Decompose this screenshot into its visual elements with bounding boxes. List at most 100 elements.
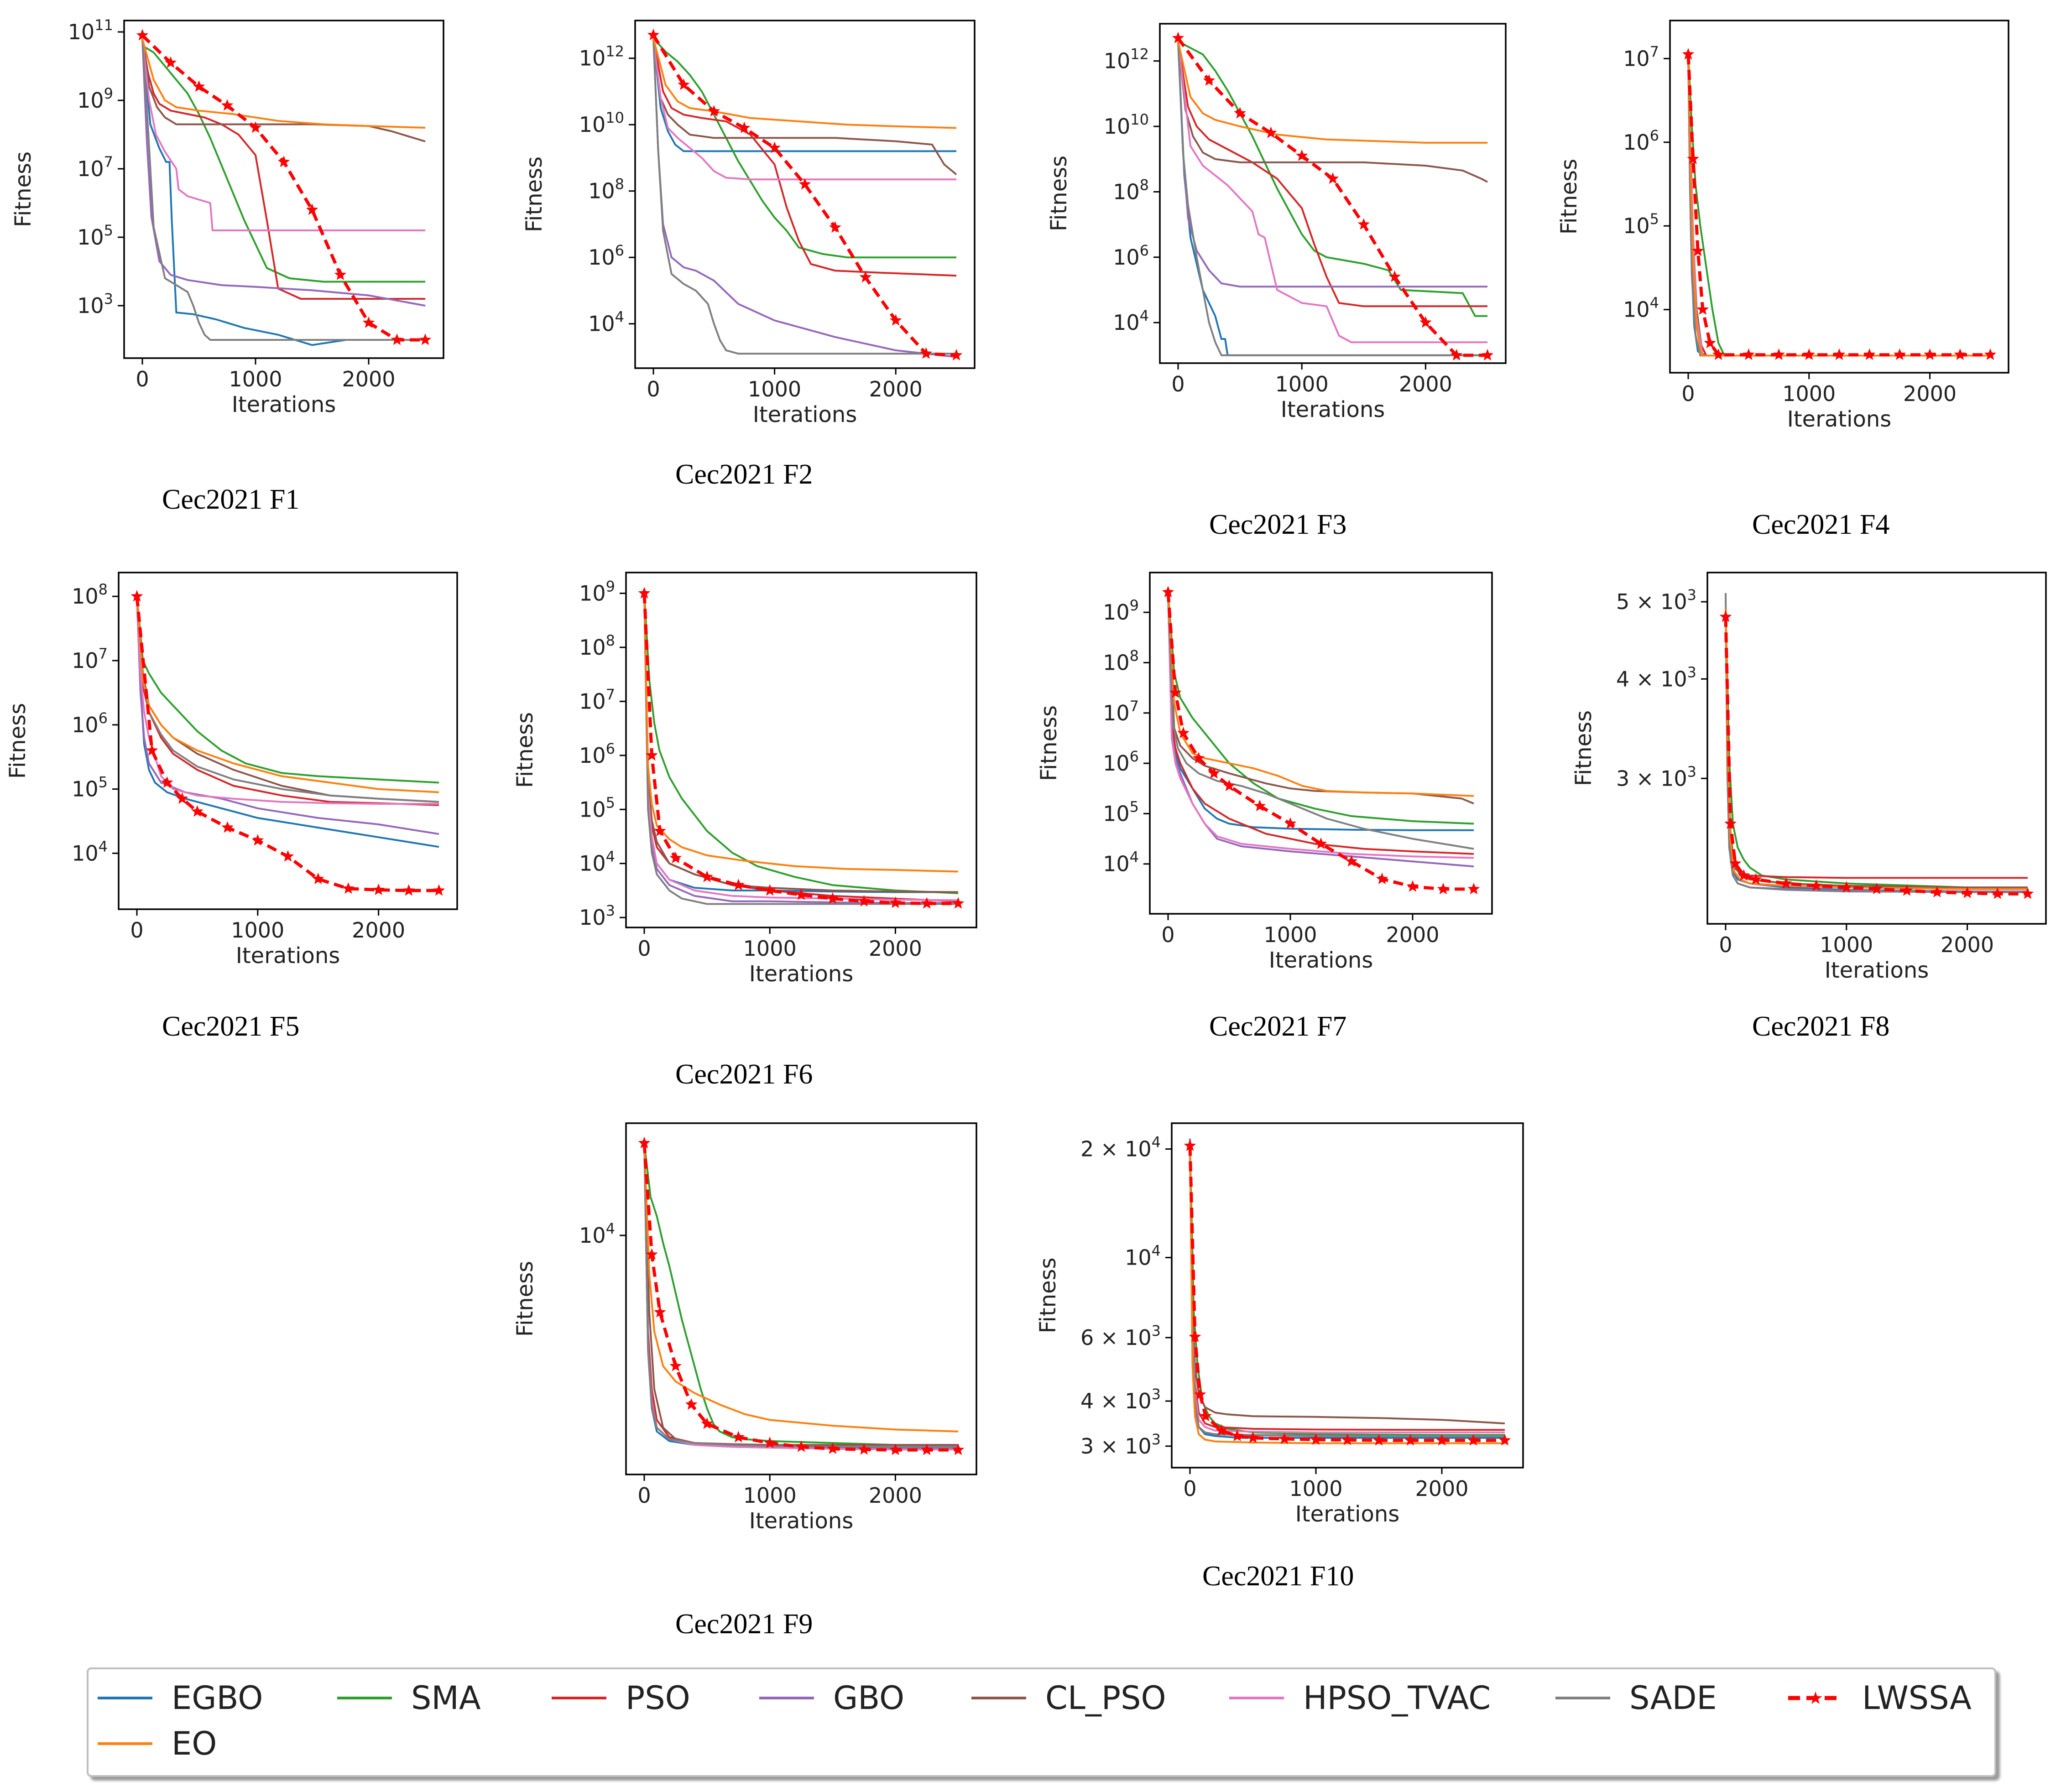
marker-lwssa-f9-1 xyxy=(646,1248,658,1260)
x-tick-label-f2-2000: 2000 xyxy=(869,377,923,401)
marker-lwssa-f7-1 xyxy=(1169,686,1182,698)
marker-lwssa-f4-12 xyxy=(1924,348,1936,360)
legend-item-eo: EO xyxy=(98,1723,217,1764)
marker-lwssa-f4-6 xyxy=(1743,348,1755,360)
y-axis-label-f7: Fitness xyxy=(1036,705,1062,781)
x-axis-label-f2: Iterations xyxy=(753,402,857,427)
marker-lwssa-f8-3 xyxy=(1738,869,1750,881)
marker-lwssa-f1-7 xyxy=(334,268,347,280)
x-axis-label-f1: Iterations xyxy=(232,392,336,417)
y-tick-label-f3-4: 1012 xyxy=(1104,46,1149,73)
marker-lwssa-f10-4 xyxy=(1215,1424,1228,1436)
y-axis-label-f3: Fitness xyxy=(1046,156,1072,231)
marker-lwssa-f5-7 xyxy=(282,850,294,862)
legend-item-sma: SMA xyxy=(337,1677,481,1719)
legend-swatch-sma xyxy=(337,1697,392,1699)
marker-lwssa-f3-9 xyxy=(1450,349,1463,361)
marker-lwssa-f4-8 xyxy=(1803,348,1816,360)
x-tick-label-f3-1000: 1000 xyxy=(1275,372,1329,396)
marker-lwssa-f8-2 xyxy=(1729,857,1742,869)
marker-lwssa-f9-0 xyxy=(638,1136,651,1148)
x-tick-label-f6-2000: 2000 xyxy=(869,936,922,961)
series-line-hpso-tvac-f5 xyxy=(136,596,439,805)
series-line-egbo-f3 xyxy=(1177,41,1487,356)
plot-frame-f6 xyxy=(625,572,977,928)
y-axis-label-f5: Fitness xyxy=(5,703,31,779)
y-tick-label-f1-0: 103 xyxy=(77,290,113,318)
x-axis-label-f5: Iterations xyxy=(236,943,340,969)
marker-lwssa-f7-12 xyxy=(1437,882,1450,895)
x-tick-label-f8-2000: 2000 xyxy=(1941,932,1994,957)
y-tick-label-f5-4: 108 xyxy=(72,581,108,609)
marker-lwssa-f10-2 xyxy=(1194,1388,1206,1400)
marker-lwssa-f2-9 xyxy=(920,347,932,359)
x-axis-label-f6: Iterations xyxy=(749,961,854,987)
legend-label-hpso-tvac: HPSO_TVAC xyxy=(1303,1679,1491,1717)
plot-frame-f2 xyxy=(634,20,976,369)
series-line-gbo-f8 xyxy=(1725,609,2028,892)
legend-item-egbo: EGBO xyxy=(98,1677,263,1719)
series-line-sade-f1 xyxy=(141,38,425,341)
y-axis-label-f1: Fitness xyxy=(10,151,36,227)
marker-lwssa-f9-8 xyxy=(795,1440,808,1452)
plot-frame-f9 xyxy=(625,1122,977,1475)
marker-lwssa-f8-4 xyxy=(1749,873,1762,885)
plot-frame-f5 xyxy=(118,572,458,910)
series-line-sade-f6 xyxy=(643,593,958,905)
marker-lwssa-f10-5 xyxy=(1231,1429,1243,1442)
y-tick-label-f3-1: 106 xyxy=(1113,242,1149,270)
marker-lwssa-f8-0 xyxy=(1719,610,1732,622)
marker-lwssa-f1-10 xyxy=(419,333,432,345)
legend-label-sade: SADE xyxy=(1629,1679,1717,1717)
marker-lwssa-f7-10 xyxy=(1376,872,1388,885)
marker-lwssa-f10-1 xyxy=(1189,1330,1201,1342)
marker-lwssa-f10-8 xyxy=(1310,1433,1322,1445)
series-group-f2 xyxy=(647,28,963,361)
marker-lwssa-f6-7 xyxy=(795,888,808,900)
series-line-cl-pso-f4 xyxy=(1687,54,1990,357)
series-line-gbo-f6 xyxy=(643,593,958,904)
marker-lwssa-f2-1 xyxy=(678,78,690,90)
y-tick-label-f1-4: 1011 xyxy=(68,16,113,44)
plot-frame-f1 xyxy=(123,20,444,359)
legend-swatch-pso xyxy=(552,1697,606,1699)
marker-lwssa-f10-11 xyxy=(1404,1434,1417,1446)
marker-lwssa-f7-8 xyxy=(1315,837,1327,849)
series-line-egbo-f6 xyxy=(643,593,958,893)
y-axis-label-f6: Fitness xyxy=(512,712,538,788)
y-tick-label-f9-0: 104 xyxy=(579,1220,615,1248)
series-line-hpso-tvac-f1 xyxy=(141,38,425,231)
marker-lwssa-f7-9 xyxy=(1345,855,1358,867)
marker-lwssa-f6-2 xyxy=(654,824,666,836)
marker-lwssa-f5-10 xyxy=(372,883,385,895)
series-line-egbo-f2 xyxy=(652,38,956,152)
y-tick-label-f8-0: 3 × 103 xyxy=(1616,763,1696,791)
marker-lwssa-f2-7 xyxy=(859,271,872,283)
series-line-egbo-f8 xyxy=(1725,609,2028,892)
marker-lwssa-f9-3 xyxy=(669,1360,682,1371)
y-tick-label-f10-3: 104 xyxy=(1125,1242,1161,1270)
marker-lwssa-f6-5 xyxy=(732,879,745,891)
marker-lwssa-f7-5 xyxy=(1223,779,1236,792)
marker-lwssa-f6-12 xyxy=(952,897,965,909)
marker-lwssa-f6-10 xyxy=(889,896,902,908)
series-line-cl-pso-f2 xyxy=(652,38,957,175)
series-line-egbo-f10 xyxy=(1189,1146,1505,1439)
caption-f4: Cec2021 F4 xyxy=(1752,509,1890,540)
marker-lwssa-f8-11 xyxy=(1961,886,1973,898)
y-tick-label-f6-5: 108 xyxy=(579,632,615,660)
caption-f3: Cec2021 F3 xyxy=(1209,509,1347,540)
legend-item-lwssa: ★ LWSSA xyxy=(1788,1677,1972,1719)
legend-label-sma: SMA xyxy=(411,1679,481,1717)
y-tick-label-f6-4: 107 xyxy=(579,686,615,714)
marker-lwssa-f7-3 xyxy=(1192,752,1205,764)
marker-lwssa-f8-12 xyxy=(1991,887,2004,899)
marker-lwssa-f8-7 xyxy=(1840,881,1853,893)
marker-lwssa-f4-10 xyxy=(1863,348,1876,360)
series-line-sade-f8 xyxy=(1725,593,2028,893)
marker-lwssa-f9-4 xyxy=(685,1398,698,1410)
series-line-pso-f7 xyxy=(1167,592,1474,855)
legend-swatch-lwssa: ★ xyxy=(1788,1689,1843,1707)
series-line-eo-f8 xyxy=(1725,609,2028,890)
marker-lwssa-f6-1 xyxy=(646,749,658,761)
